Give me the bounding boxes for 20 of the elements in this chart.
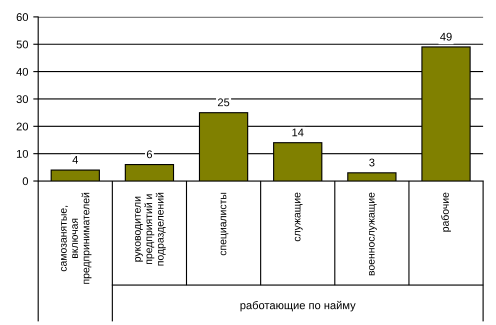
- y-tick-label: 20: [16, 122, 28, 130]
- x-tick-label: служащие: [294, 192, 303, 242]
- data-label: 49: [440, 32, 452, 41]
- x-tick-label: руководители предприятий и подразделений: [135, 192, 166, 266]
- y-tick-label: 30: [16, 95, 28, 104]
- y-tick-label: 0: [22, 177, 28, 186]
- y-tick-label: 40: [16, 68, 28, 76]
- data-label: 14: [292, 128, 304, 136]
- x-tick-label: специалисты: [220, 192, 228, 256]
- data-label: 25: [218, 98, 230, 106]
- data-label: 6: [146, 150, 152, 158]
- y-tick-label: 50: [16, 40, 28, 48]
- x-tick-label: самозанятые, включая предпринимателей: [61, 192, 92, 284]
- x-tick-label: рабочие: [441, 192, 451, 232]
- x-tick-label: военнослужащие: [368, 192, 377, 276]
- data-label: 4: [72, 156, 78, 164]
- y-tick-label: 10: [16, 150, 28, 158]
- text: работающие по найму: [240, 300, 356, 312]
- y-tick-label: 60: [16, 13, 28, 22]
- data-label: 3: [369, 158, 374, 166]
